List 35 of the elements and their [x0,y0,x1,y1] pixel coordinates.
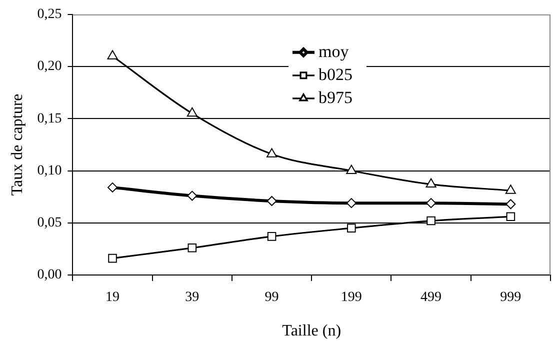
x-tick-label: 499 [420,290,442,306]
legend-label: b025 [318,64,352,84]
x-tick-label: 199 [340,290,362,306]
y-tick-label: 0,05 [37,216,62,231]
legend-label: b975 [318,88,352,107]
point [426,198,436,208]
point [108,182,118,192]
x-axis-title: Taille (n) [282,322,342,340]
point [506,199,516,210]
y-axis-title: Taux de capture [8,94,26,196]
y-tick-label: 0,00 [37,268,62,283]
x-tick-label: 39 [185,290,200,306]
point [266,148,278,158]
point [188,244,197,252]
y-tick-label: 0,20 [37,59,62,74]
point [186,107,198,117]
point [505,184,516,194]
x-tick-label: 19 [106,290,120,306]
point [187,190,198,201]
x-tick-label: 999 [500,290,522,306]
y-tick-label: 0,25 [37,7,62,22]
point [426,216,436,226]
point [108,254,117,263]
point [346,164,357,174]
point [426,178,436,188]
y-tick-label: 0,15 [37,111,62,126]
x-tick-label: 99 [264,290,279,306]
legend-label: moy [318,42,350,61]
point [347,224,356,232]
y-tick-label: 0,10 [37,163,62,178]
point [266,196,277,206]
point [506,212,516,222]
point [346,198,356,208]
point [107,50,118,60]
point [267,232,276,241]
